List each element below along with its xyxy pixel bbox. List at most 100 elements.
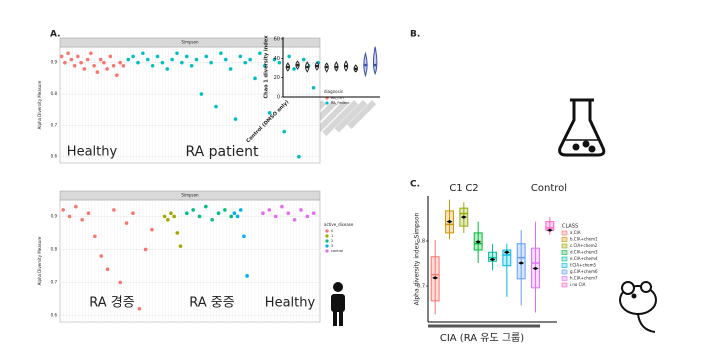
y-tick-label: 20 — [274, 75, 280, 81]
point — [261, 211, 265, 215]
point — [67, 214, 72, 219]
point — [99, 254, 104, 258]
point — [238, 208, 243, 212]
point — [74, 204, 78, 209]
point — [95, 70, 100, 74]
point — [299, 208, 303, 212]
flask-icon — [558, 98, 606, 157]
y-axis-label: Chao 1 diversity index — [264, 35, 270, 99]
point — [272, 57, 277, 62]
panel-label: B. — [410, 30, 420, 40]
legend-swatch — [561, 237, 568, 242]
point — [131, 54, 135, 59]
point — [165, 67, 170, 71]
mouse-icon — [619, 281, 657, 333]
point — [63, 60, 67, 65]
point — [82, 67, 87, 71]
point — [150, 64, 155, 68]
y-tick-label: 0.7 — [51, 122, 58, 127]
person-icon — [331, 282, 345, 326]
legend-swatch — [325, 244, 329, 248]
annotation: C1 — [449, 183, 462, 194]
point — [169, 211, 173, 215]
point — [223, 208, 227, 212]
point — [216, 211, 221, 215]
point — [277, 60, 282, 65]
legend-swatch — [325, 249, 329, 253]
point — [85, 57, 90, 62]
box — [516, 243, 526, 280]
legend-label: 3 — [331, 244, 333, 248]
box — [502, 249, 512, 267]
point — [178, 244, 183, 248]
y-tick-label: 0.7 — [417, 284, 425, 290]
point — [189, 64, 194, 68]
annotation: RA 중증 — [189, 296, 234, 311]
legend-title: CLASS — [562, 224, 578, 230]
median-dot — [354, 67, 358, 71]
violin — [372, 46, 378, 76]
legend-swatch — [561, 276, 568, 281]
legend-label: g.CIA+chem6 — [570, 269, 598, 274]
y-tick-label: 0.8 — [51, 246, 58, 251]
point — [228, 67, 233, 71]
y-tick-label: 0 — [277, 95, 280, 101]
y-tick-label: 0.6 — [51, 154, 58, 159]
point — [172, 214, 176, 219]
point — [112, 208, 116, 212]
annotation: Healthy — [265, 296, 316, 311]
annotation: Healthy — [67, 145, 118, 160]
annotation: RA 경증 — [89, 296, 134, 311]
legend-swatch — [325, 229, 329, 233]
point — [262, 64, 267, 68]
mean — [518, 261, 525, 265]
point — [136, 60, 140, 65]
median-dot — [335, 65, 338, 69]
point — [214, 104, 218, 109]
annotation: RA patient — [185, 144, 259, 160]
point — [286, 211, 291, 215]
point — [287, 54, 291, 59]
point — [242, 234, 246, 239]
legend-swatch — [561, 269, 568, 275]
point — [184, 54, 189, 59]
point — [93, 234, 97, 239]
mean — [532, 266, 539, 271]
y-tick-label: 0.8 — [51, 91, 58, 96]
point — [102, 60, 106, 65]
point — [292, 217, 297, 222]
y-axis-label: Alpha diversity index: Simpson — [414, 212, 421, 305]
y-tick-label: 0.6 — [51, 312, 58, 317]
panel-label: A. — [50, 30, 61, 40]
point — [121, 64, 126, 68]
point — [160, 60, 165, 65]
point — [311, 211, 316, 215]
legend-label: d.CIA+chem3 — [570, 250, 598, 255]
point — [185, 211, 189, 215]
y-tick-label: 0.9 — [51, 60, 58, 65]
point — [166, 217, 170, 222]
legend-swatch — [561, 256, 568, 262]
point — [105, 267, 110, 272]
legend-label: RA_Patient — [331, 101, 350, 105]
point — [267, 111, 272, 115]
median-dot — [344, 64, 348, 68]
point — [175, 231, 180, 235]
legend-swatch — [561, 230, 568, 236]
mean — [432, 276, 439, 280]
point — [86, 211, 91, 215]
legend-label: f.CIA+chem5 — [570, 263, 597, 268]
point — [223, 57, 228, 62]
median-dot — [296, 63, 299, 67]
point — [180, 60, 184, 65]
point — [126, 57, 131, 62]
legend-swatch — [561, 250, 568, 255]
point — [253, 76, 257, 81]
legend-swatch — [561, 263, 568, 268]
point — [232, 211, 237, 215]
point — [191, 208, 195, 212]
point — [248, 57, 252, 62]
strip-title: Simpson — [181, 193, 199, 198]
median-dot — [286, 65, 290, 69]
